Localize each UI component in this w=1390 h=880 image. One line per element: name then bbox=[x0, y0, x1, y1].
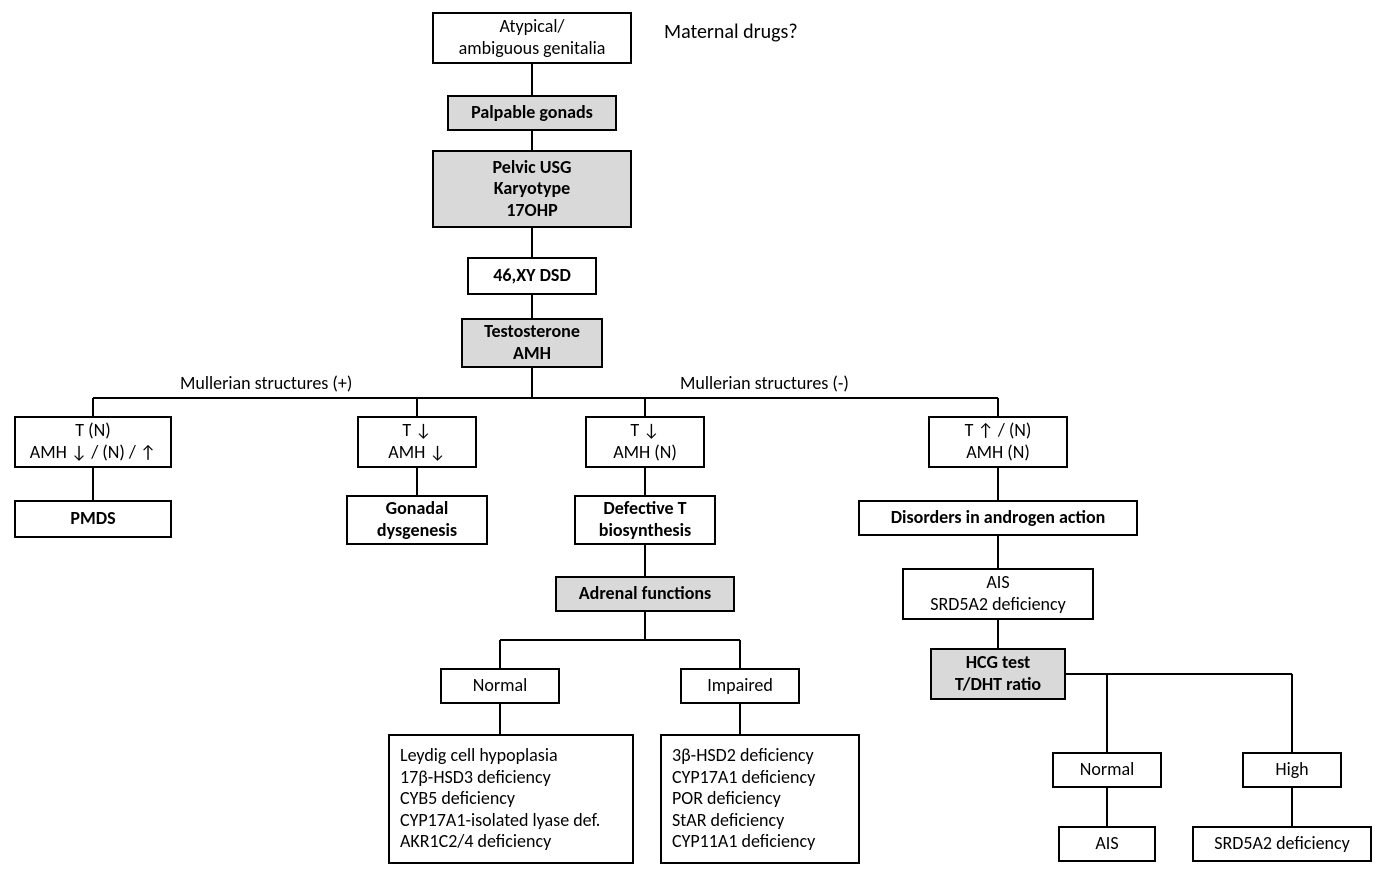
node-pelvic-line: Karyotype bbox=[494, 178, 570, 200]
node-hcg-line: T/DHT ratio bbox=[955, 674, 1041, 696]
node-pmds-line: PMDS bbox=[70, 508, 115, 530]
node-ratio_normal-line: Normal bbox=[1080, 759, 1135, 781]
node-adr_normal: Normal bbox=[440, 668, 560, 704]
node-ais-line: AIS bbox=[1095, 833, 1118, 855]
node-b3: T ↓AMH (N) bbox=[585, 416, 705, 468]
node-adr_normal-line: Normal bbox=[473, 675, 528, 697]
node-atypical: Atypical/ambiguous genitalia bbox=[432, 12, 632, 64]
node-list_impaired: 3β-HSD2 deficiencyCYP17A1 deficiencyPOR … bbox=[660, 734, 860, 864]
node-adr_impaired: Impaired bbox=[680, 668, 800, 704]
node-adrenal-line: Adrenal functions bbox=[579, 583, 711, 605]
node-gonadal-line: dysgenesis bbox=[377, 520, 457, 542]
node-testo: TestosteroneAMH bbox=[461, 318, 603, 368]
node-b1: T (N)AMH ↓ / (N) / ↑ bbox=[14, 416, 172, 468]
node-gonadal-line: Gonadal bbox=[386, 498, 449, 520]
node-list_impaired-line: StAR deficiency bbox=[672, 810, 784, 832]
label-mullerian_pos: Mullerian structures (+) bbox=[180, 372, 352, 394]
node-pmds: PMDS bbox=[14, 500, 172, 538]
label-maternal: Maternal drugs? bbox=[664, 20, 798, 44]
label-mullerian_neg: Mullerian structures (-) bbox=[680, 372, 849, 394]
node-defective: Defective Tbiosynthesis bbox=[574, 495, 716, 545]
node-list_normal-line: CYP17A1-isolated lyase def. bbox=[400, 810, 600, 832]
node-list_impaired-line: POR deficiency bbox=[672, 788, 781, 810]
node-ratio_normal: Normal bbox=[1052, 752, 1162, 788]
node-b2-line: AMH ↓ bbox=[388, 442, 445, 464]
node-b4-line: T ↑ / (N) bbox=[965, 420, 1032, 442]
node-ais_srd: AISSRD5A2 deficiency bbox=[902, 568, 1094, 620]
node-defective-line: biosynthesis bbox=[599, 520, 691, 542]
node-defective-line: Defective T bbox=[603, 498, 686, 520]
node-testo-line: AMH bbox=[513, 343, 551, 365]
node-pelvic-line: 17OHP bbox=[506, 200, 557, 222]
node-atypical-line: Atypical/ bbox=[500, 16, 565, 38]
node-palpable-line: Palpable gonads bbox=[471, 102, 593, 124]
node-ais_srd-line: AIS bbox=[986, 572, 1009, 594]
node-b1-line: T (N) bbox=[75, 420, 110, 442]
node-dsd-line: 46,XY DSD bbox=[493, 265, 571, 287]
node-atypical-line: ambiguous genitalia bbox=[459, 38, 606, 60]
node-list_normal-line: Leydig cell hypoplasia bbox=[400, 745, 558, 767]
node-adrenal: Adrenal functions bbox=[555, 576, 735, 612]
node-list_normal-line: CYB5 deficiency bbox=[400, 788, 515, 810]
node-hcg: HCG testT/DHT ratio bbox=[930, 648, 1066, 700]
node-pelvic: Pelvic USGKaryotype17OHP bbox=[432, 150, 632, 228]
node-gonadal: Gonadaldysgenesis bbox=[346, 495, 488, 545]
node-hcg-line: HCG test bbox=[966, 652, 1031, 674]
node-ratio_high-line: High bbox=[1275, 759, 1308, 781]
node-list_normal: Leydig cell hypoplasia17β-HSD3 deficienc… bbox=[388, 734, 634, 864]
node-palpable: Palpable gonads bbox=[447, 95, 617, 131]
node-testo-line: Testosterone bbox=[484, 321, 580, 343]
node-b2: T ↓AMH ↓ bbox=[357, 416, 477, 468]
node-srd5a2-line: SRD5A2 deficiency bbox=[1214, 833, 1350, 855]
node-list_impaired-line: CYP11A1 deficiency bbox=[672, 831, 815, 853]
node-b1-line: AMH ↓ / (N) / ↑ bbox=[30, 442, 156, 464]
flowchart-canvas: Atypical/ambiguous genitalia Palpable gon… bbox=[0, 0, 1390, 880]
node-b3-line: AMH (N) bbox=[613, 442, 677, 464]
node-srd5a2: SRD5A2 deficiency bbox=[1192, 826, 1372, 862]
node-list_impaired-line: CYP17A1 deficiency bbox=[672, 767, 815, 789]
node-ais_srd-line: SRD5A2 deficiency bbox=[930, 594, 1066, 616]
node-ais: AIS bbox=[1058, 826, 1156, 862]
node-disorders-line: Disorders in androgen action bbox=[891, 507, 1106, 529]
node-b2-line: T ↓ bbox=[402, 420, 431, 442]
node-disorders: Disorders in androgen action bbox=[858, 500, 1138, 536]
node-b4-line: AMH (N) bbox=[966, 442, 1030, 464]
node-adr_impaired-line: Impaired bbox=[707, 675, 773, 697]
node-list_normal-line: 17β-HSD3 deficiency bbox=[400, 767, 551, 789]
node-dsd: 46,XY DSD bbox=[467, 257, 597, 295]
node-b3-line: T ↓ bbox=[630, 420, 659, 442]
node-pelvic-line: Pelvic USG bbox=[492, 157, 571, 179]
node-ratio_high: High bbox=[1242, 752, 1342, 788]
node-b4: T ↑ / (N)AMH (N) bbox=[928, 416, 1068, 468]
node-list_normal-line: AKR1C2/4 deficiency bbox=[400, 831, 551, 853]
node-list_impaired-line: 3β-HSD2 deficiency bbox=[672, 745, 814, 767]
